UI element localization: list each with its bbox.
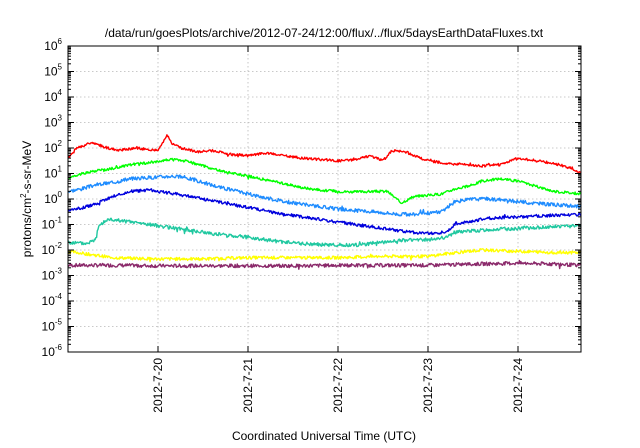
y-tick-label: 10-5 (42, 318, 63, 334)
y-tick-label: 105 (44, 63, 62, 79)
series-line-6 (68, 248, 581, 263)
x-axis-label: Coordinated Universal Time (UTC) (232, 429, 416, 443)
series-line-7 (68, 259, 581, 270)
y-tick-label: 102 (44, 139, 62, 155)
grid (68, 46, 581, 352)
ticks: 10-6 10-5 10-4 10-3 10-2 10-1 100 101 102 103 104 1… (42, 37, 581, 413)
chart-title: /data/run/goesPlots/archive/2012-07-24/1… (105, 26, 544, 40)
y-tick-label: 103 (44, 114, 62, 130)
x-tick-label: 2012-7-24 (511, 358, 525, 413)
series-line-5 (68, 217, 581, 248)
y-axis-label: protons/cm2-s-sr-MeV (19, 141, 34, 257)
x-tick-label: 2012-7-23 (421, 358, 435, 413)
x-tick-label: 2012-7-20 (151, 358, 165, 413)
y-tick-label: 106 (44, 37, 62, 53)
y-axis-label-text: protons/cm2-s-sr-MeV (19, 141, 34, 257)
y-tick-label: 10-2 (42, 241, 63, 257)
y-tick-label: 10-3 (42, 267, 63, 283)
y-tick-label: 101 (44, 165, 62, 181)
series-group (68, 134, 581, 270)
y-tick-label: 10-1 (42, 216, 63, 232)
y-tick-label: 10-4 (42, 292, 63, 308)
x-tick-label: 2012-7-22 (331, 358, 345, 413)
y-tick-label: 100 (44, 190, 62, 206)
series-line-4 (68, 188, 581, 236)
y-tick-label: 10-6 (42, 343, 63, 359)
series-line-2 (68, 157, 581, 205)
x-tick-label: 2012-7-21 (241, 358, 255, 413)
series-line-1 (68, 134, 581, 174)
series-line-3 (68, 174, 581, 217)
y-tick-label: 104 (44, 88, 62, 104)
